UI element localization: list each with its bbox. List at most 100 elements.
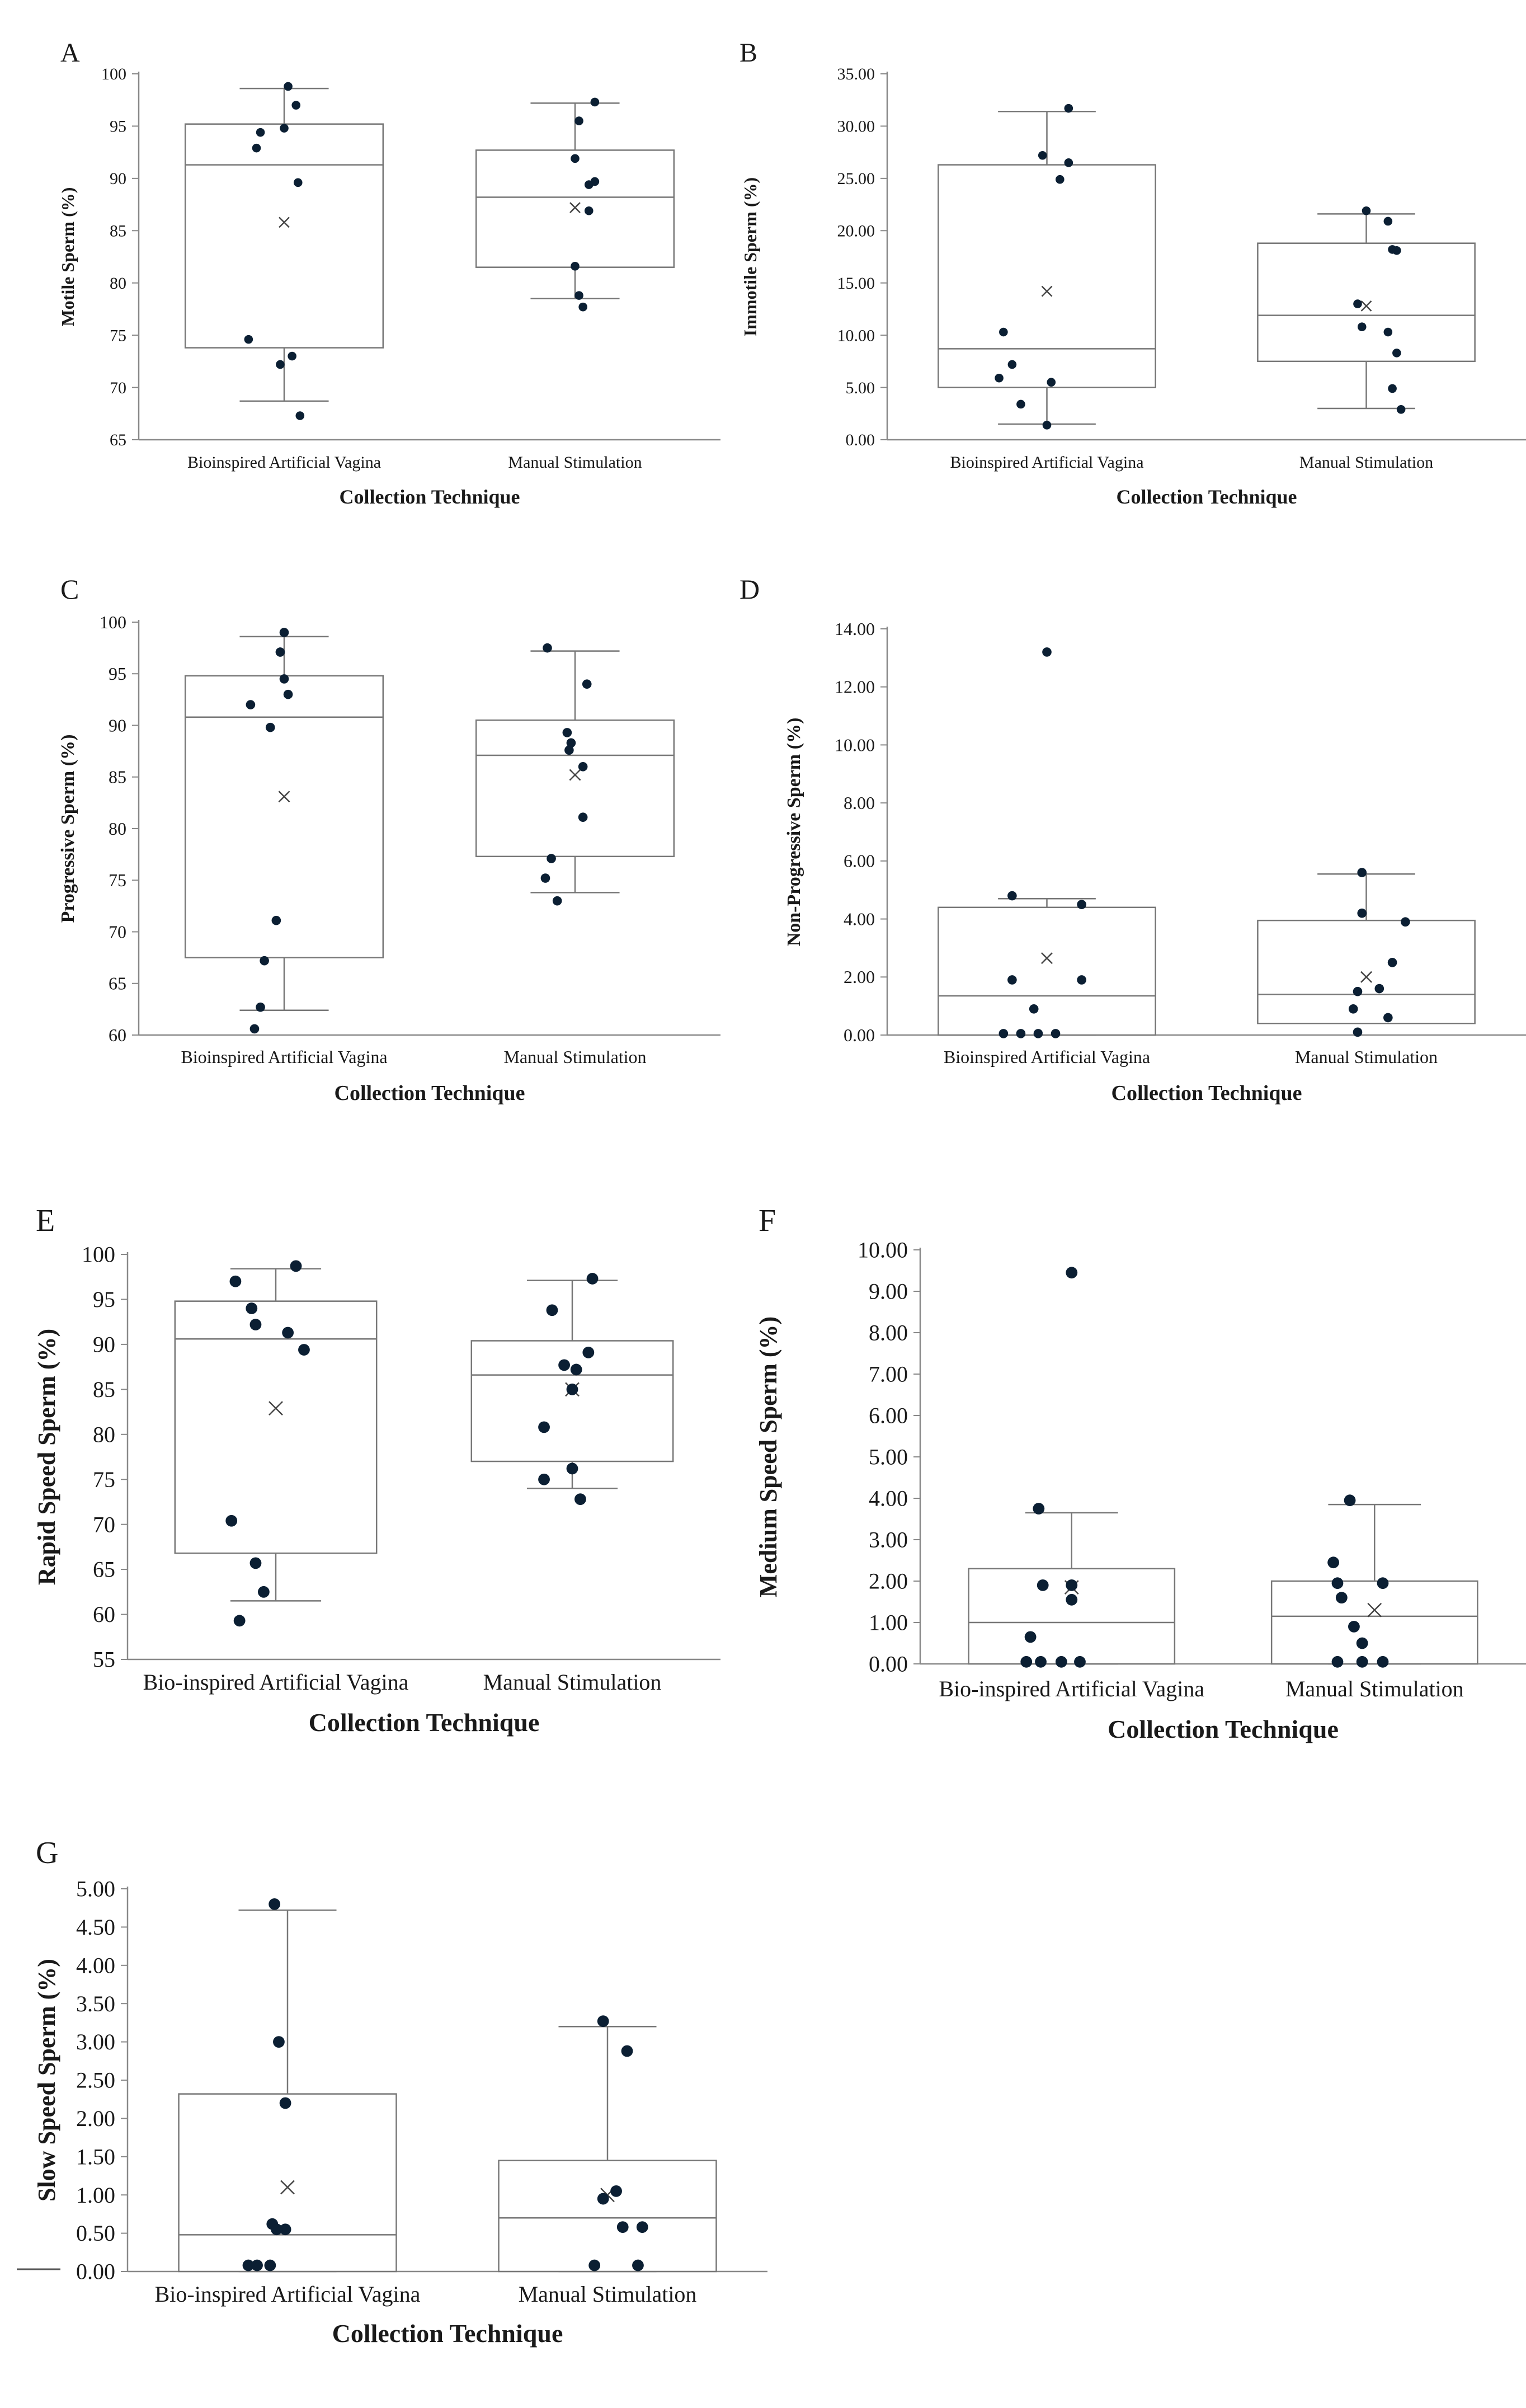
data-point [632, 2259, 644, 2271]
mean-marker [1041, 285, 1053, 297]
data-point [1033, 1503, 1045, 1515]
data-point [276, 360, 285, 369]
data-point [265, 722, 275, 732]
y-tick-label: 4.00 [869, 1486, 908, 1511]
y-axis-title: Slow Speed Sperm (%) [33, 1959, 60, 2202]
data-point [1038, 150, 1047, 160]
panel-letter: C [60, 573, 79, 605]
data-point [571, 154, 580, 163]
category-label: Manual Stimulation [1299, 453, 1433, 472]
data-point [1064, 158, 1073, 167]
y-tick-label: 5.00 [76, 1876, 115, 1902]
y-tick-label: 0.50 [76, 2221, 115, 2246]
x-axis-title: Collection Technique [339, 486, 520, 508]
data-point [574, 116, 583, 125]
box-group [470, 1273, 674, 1506]
mean-marker [1360, 300, 1372, 312]
box-iqr [1270, 1580, 1478, 1665]
data-point [280, 124, 289, 133]
data-point [283, 689, 293, 699]
data-point [578, 812, 588, 822]
y-tick-label: 0.00 [844, 1025, 875, 1045]
box-group [184, 628, 384, 1034]
box-iqr [475, 149, 675, 268]
data-point [571, 262, 580, 271]
data-point [564, 745, 574, 755]
data-point [1035, 1656, 1047, 1668]
y-tick-label: 10.00 [858, 1238, 908, 1263]
box-group [1270, 1494, 1478, 1668]
data-point [538, 1421, 550, 1433]
y-tick-label: 85 [93, 1377, 115, 1402]
y-tick-label: 4.00 [844, 909, 875, 929]
category-label: Bio-inspired Artificial Vagina [143, 1669, 409, 1695]
mean-marker [279, 217, 290, 228]
y-tick-label: 90 [109, 715, 126, 735]
data-point [1077, 975, 1086, 985]
data-point [251, 2259, 263, 2271]
data-point [1356, 1656, 1368, 1668]
data-point [279, 2097, 291, 2109]
y-tick-label: 9.00 [869, 1279, 908, 1304]
data-point [636, 2221, 648, 2233]
mean-marker [278, 791, 290, 803]
data-point [1037, 1579, 1049, 1591]
panel-b: B 0.00 5.00 10.00 15.00 20.00 25.00 30.00 35.00 I… [740, 38, 1526, 508]
data-point [584, 180, 594, 189]
y-tick-label: 55 [93, 1647, 115, 1672]
y-axis-title: Motile Sperm (%) [58, 187, 78, 327]
panel-letter: A [60, 38, 80, 68]
y-tick-label: 95 [110, 117, 126, 136]
box-group [938, 104, 1156, 430]
y-tick-label: 70 [109, 921, 126, 942]
y-tick-label: 65 [110, 431, 126, 449]
data-point [290, 1260, 302, 1272]
y-tick-label: 2.00 [76, 2106, 115, 2131]
data-point [1007, 891, 1017, 901]
data-point [597, 2193, 609, 2205]
panel-e: E 55 60 65 70 75 80 85 90 95 100 Rapid Speed Sperm … [33, 1203, 720, 1737]
x-axis-title: Collection Technique [1116, 486, 1297, 508]
panel-letter: B [740, 38, 757, 68]
data-point [1344, 1494, 1356, 1507]
y-tick-label: 60 [109, 1025, 126, 1045]
y-tick-label: 95 [93, 1287, 115, 1312]
panel-letter: E [36, 1203, 55, 1238]
data-point [1066, 1579, 1078, 1591]
y-tick-label: 7.00 [869, 1362, 908, 1387]
data-point [1392, 349, 1401, 358]
data-point [1335, 1592, 1348, 1604]
box-iqr [498, 2160, 717, 2273]
x-axis-title: Collection Technique [332, 2319, 563, 2348]
y-tick-label: 95 [109, 664, 126, 684]
data-point [1016, 1029, 1026, 1038]
data-point [291, 101, 301, 110]
data-point [242, 2259, 255, 2271]
data-point [546, 1304, 558, 1316]
data-point [249, 1024, 260, 1034]
data-point [1007, 360, 1017, 369]
data-point [271, 915, 281, 925]
y-tick-label: 35.00 [837, 65, 875, 83]
data-point [1348, 1621, 1360, 1633]
panel-letter: D [740, 573, 760, 605]
data-point [1353, 1027, 1363, 1037]
data-point [229, 1275, 242, 1287]
data-point [249, 1319, 262, 1330]
y-tick-label: 14.00 [835, 619, 875, 639]
y-tick-label: 3.00 [869, 1527, 908, 1553]
category-label: Manual Stimulation [503, 1047, 646, 1067]
box-iqr [938, 906, 1156, 1036]
data-point [1077, 900, 1086, 909]
data-point [1042, 647, 1052, 657]
category-label: Bioinspired Artificial Vagina [944, 1047, 1150, 1067]
data-point [566, 738, 576, 748]
box-group [1257, 868, 1476, 1037]
data-point [1392, 246, 1401, 255]
data-point [999, 327, 1008, 337]
data-point [1007, 975, 1017, 985]
y-tick-label: 30.00 [837, 117, 875, 136]
y-tick-label: 90 [93, 1332, 115, 1357]
category-label: Manual Stimulation [1285, 1676, 1464, 1701]
y-tick-label: 85 [109, 767, 126, 787]
